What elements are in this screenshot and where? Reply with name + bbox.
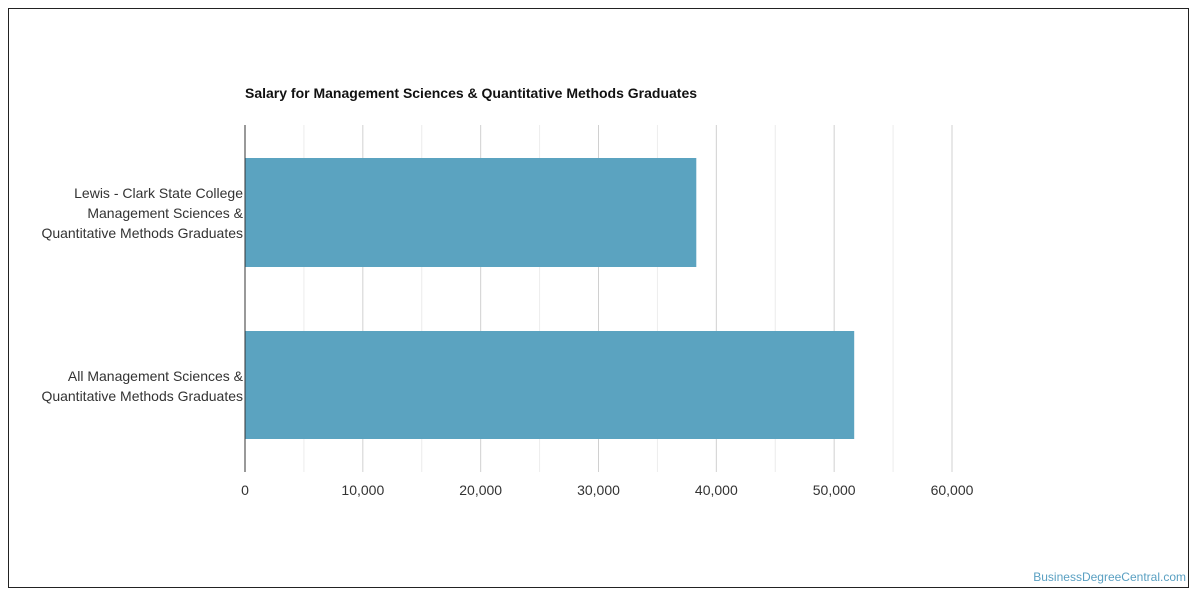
category-label-all-graduates: All Management Sciences & Quantitative M…: [41, 368, 243, 404]
x-tick-label: 10,000: [341, 482, 384, 498]
x-tick-label: 30,000: [577, 482, 620, 498]
source-credit: BusinessDegreeCentral.com: [1033, 570, 1186, 584]
bar-0: [245, 158, 697, 267]
x-tick-label: 50,000: [813, 482, 856, 498]
chart-title: Salary for Management Sciences & Quantit…: [245, 85, 698, 101]
x-tick-label: 0: [241, 482, 249, 498]
bar-1: [245, 331, 855, 439]
x-tick-label: 60,000: [931, 482, 974, 498]
x-tick-label: 40,000: [695, 482, 738, 498]
category-label-lewis-clark: Lewis - Clark State College Management S…: [41, 185, 243, 241]
x-tick-label: 20,000: [459, 482, 502, 498]
